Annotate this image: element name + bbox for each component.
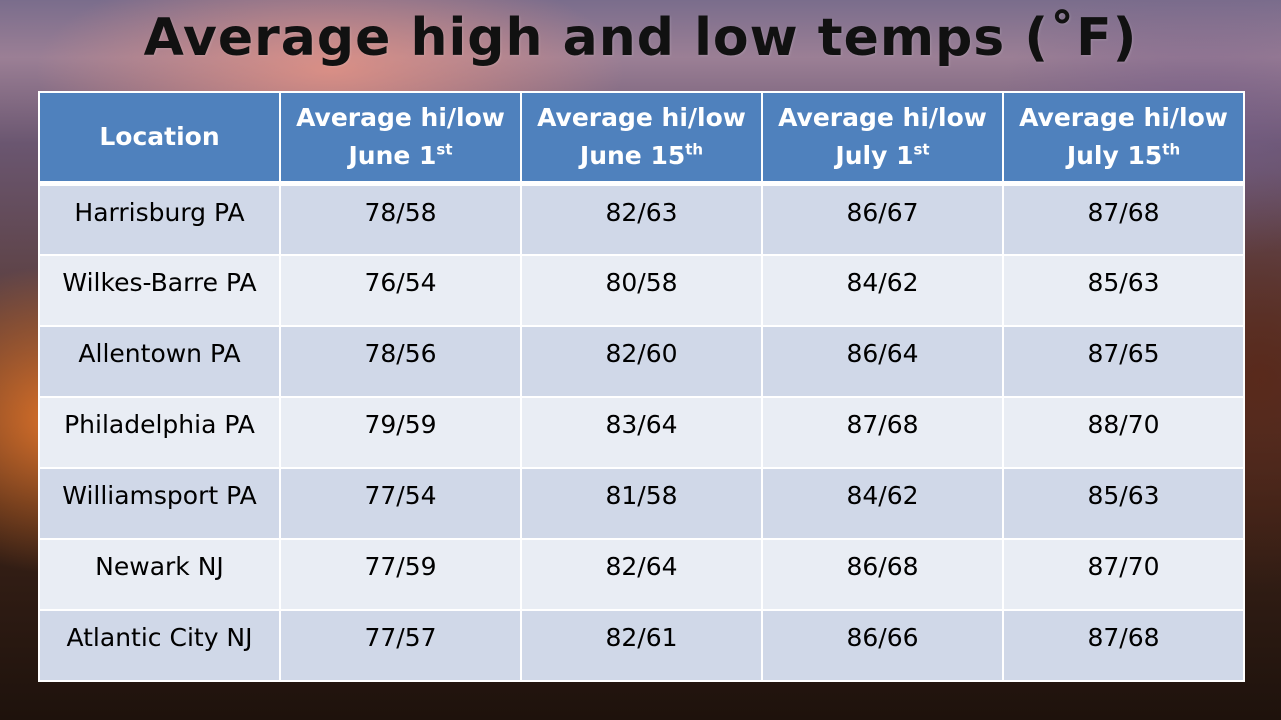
header-location: Location — [38, 91, 281, 185]
header-june-15-line2: June 15th — [522, 137, 761, 175]
temperature-table: Location Average hi/low June 1st Average… — [38, 91, 1245, 682]
cell-july-15: 87/65 — [1002, 324, 1245, 398]
header-july-15-suffix: th — [1162, 140, 1181, 159]
table-row: Philadelphia PA 79/59 83/64 87/68 88/70 — [38, 395, 1245, 469]
cell-july-1: 86/67 — [761, 182, 1004, 256]
cell-june-15: 82/60 — [520, 324, 763, 398]
cell-june-15: 82/64 — [520, 537, 763, 611]
table-row: Wilkes-Barre PA 76/54 80/58 84/62 85/63 — [38, 253, 1245, 327]
cell-july-1: 86/64 — [761, 324, 1004, 398]
header-july-1: Average hi/low July 1st — [761, 91, 1004, 185]
cell-june-1: 78/56 — [279, 324, 522, 398]
header-july-1-line1: Average hi/low — [778, 103, 987, 132]
cell-location: Atlantic City NJ — [38, 608, 281, 682]
table-row: Allentown PA 78/56 82/60 86/64 87/65 — [38, 324, 1245, 398]
header-july-1-suffix: st — [913, 140, 930, 159]
cell-location: Allentown PA — [38, 324, 281, 398]
header-june-1: Average hi/low June 1st — [279, 91, 522, 185]
table-row: Newark NJ 77/59 82/64 86/68 87/70 — [38, 537, 1245, 611]
cell-june-15: 82/61 — [520, 608, 763, 682]
cell-july-1: 84/62 — [761, 253, 1004, 327]
header-june-15-date: June 15 — [579, 141, 686, 170]
cell-july-15: 87/70 — [1002, 537, 1245, 611]
slide-title: Average high and low temps (˚F) — [143, 8, 1138, 68]
cell-july-1: 87/68 — [761, 395, 1004, 469]
cell-location: Wilkes-Barre PA — [38, 253, 281, 327]
cell-july-15: 88/70 — [1002, 395, 1245, 469]
cell-june-1: 79/59 — [279, 395, 522, 469]
cell-location: Williamsport PA — [38, 466, 281, 540]
cell-location: Harrisburg PA — [38, 182, 281, 256]
header-july-15-line2: July 15th — [1004, 137, 1243, 175]
table-header-row: Location Average hi/low June 1st Average… — [38, 91, 1245, 185]
cell-june-1: 78/58 — [279, 182, 522, 256]
cell-june-1: 77/54 — [279, 466, 522, 540]
table-row: Williamsport PA 77/54 81/58 84/62 85/63 — [38, 466, 1245, 540]
cell-july-1: 86/66 — [761, 608, 1004, 682]
header-july-1-line2: July 1st — [763, 137, 1002, 175]
header-june-15-line1: Average hi/low — [537, 103, 746, 132]
cell-july-15: 85/63 — [1002, 253, 1245, 327]
temperature-table-container: Location Average hi/low June 1st Average… — [38, 91, 1245, 682]
table-row: Atlantic City NJ 77/57 82/61 86/66 87/68 — [38, 608, 1245, 682]
cell-location: Newark NJ — [38, 537, 281, 611]
table-row: Harrisburg PA 78/58 82/63 86/67 87/68 — [38, 182, 1245, 256]
cell-location: Philadelphia PA — [38, 395, 281, 469]
cell-july-1: 84/62 — [761, 466, 1004, 540]
header-june-1-line1: Average hi/low — [296, 103, 505, 132]
header-june-1-line2: June 1st — [281, 137, 520, 175]
header-location-label: Location — [99, 122, 220, 151]
header-june-15-suffix: th — [685, 140, 704, 159]
cell-july-15: 85/63 — [1002, 466, 1245, 540]
cell-june-1: 77/57 — [279, 608, 522, 682]
cell-july-15: 87/68 — [1002, 608, 1245, 682]
header-june-1-date: June 1 — [348, 141, 437, 170]
cell-june-1: 76/54 — [279, 253, 522, 327]
header-july-15-line1: Average hi/low — [1019, 103, 1228, 132]
header-june-15: Average hi/low June 15th — [520, 91, 763, 185]
cell-june-1: 77/59 — [279, 537, 522, 611]
cell-july-15: 87/68 — [1002, 182, 1245, 256]
cell-june-15: 82/63 — [520, 182, 763, 256]
header-july-15: Average hi/low July 15th — [1002, 91, 1245, 185]
header-july-1-date: July 1 — [835, 141, 914, 170]
cell-june-15: 80/58 — [520, 253, 763, 327]
cell-june-15: 81/58 — [520, 466, 763, 540]
header-july-15-date: July 15 — [1066, 141, 1163, 170]
cell-july-1: 86/68 — [761, 537, 1004, 611]
cell-june-15: 83/64 — [520, 395, 763, 469]
header-june-1-suffix: st — [436, 140, 453, 159]
